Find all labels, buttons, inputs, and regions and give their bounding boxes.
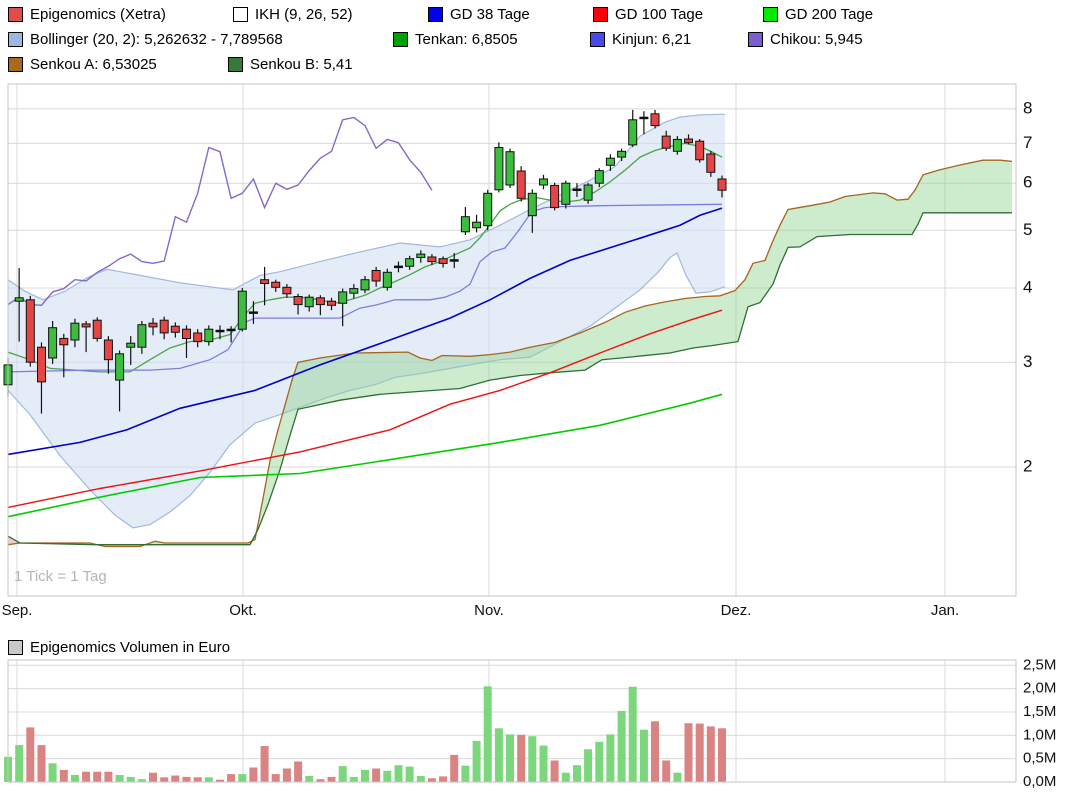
volume-legend: Epigenomics Volumen in Euro bbox=[8, 639, 230, 656]
volume-legend-label: Epigenomics Volumen in Euro bbox=[30, 639, 231, 656]
tick-footnote: 1 Tick = 1 Tag bbox=[14, 568, 107, 585]
legend-label-chikou: Chikou: 5,945 bbox=[770, 31, 863, 48]
legend-label-bollinger: Bollinger (20, 2): 5,262632 - 7,789568 bbox=[30, 31, 283, 48]
month-label-Sep: Sep. bbox=[2, 602, 33, 619]
price-tick-8: 8 bbox=[1023, 98, 1032, 117]
volume-tick-0: 0,0M bbox=[1023, 773, 1056, 790]
volume-tick-1: 1,0M bbox=[1023, 726, 1056, 743]
legend-swatch-tenkan bbox=[393, 32, 408, 47]
legend-label-senkou_a: Senkou A: 6,53025 bbox=[30, 56, 157, 73]
volume-tick-2: 2,0M bbox=[1023, 680, 1056, 697]
volume-legend-swatch bbox=[8, 640, 23, 655]
price-tick-7: 7 bbox=[1023, 133, 1032, 152]
price-tick-3: 3 bbox=[1023, 352, 1032, 371]
legend-item-tenkan: Tenkan: 6,8505 bbox=[393, 31, 518, 48]
price-tick-4: 4 bbox=[1023, 277, 1032, 296]
legend-label-ikh: IKH (9, 26, 52) bbox=[255, 6, 353, 23]
legend-swatch-gd38 bbox=[428, 7, 443, 22]
month-label-Nov: Nov. bbox=[474, 602, 504, 619]
legend-item-chikou: Chikou: 5,945 bbox=[748, 31, 863, 48]
legend-swatch-senkou_b bbox=[228, 57, 243, 72]
legend-swatch-gd100 bbox=[593, 7, 608, 22]
price-tick-5: 5 bbox=[1023, 220, 1032, 239]
legend-item-gd200: GD 200 Tage bbox=[763, 6, 873, 23]
legend-label-tenkan: Tenkan: 6,8505 bbox=[415, 31, 518, 48]
legend-swatch-ikh bbox=[233, 7, 248, 22]
legend-swatch-chikou bbox=[748, 32, 763, 47]
legend-label-senkou_b: Senkou B: 5,41 bbox=[250, 56, 353, 73]
month-label-Okt: Okt. bbox=[229, 602, 257, 619]
legend-item-senkou_b: Senkou B: 5,41 bbox=[228, 56, 353, 73]
month-label-Jan: Jan. bbox=[931, 602, 959, 619]
volume-tick-2.5: 2,5M bbox=[1023, 656, 1056, 673]
legend-item-gd100: GD 100 Tage bbox=[593, 6, 703, 23]
volume-tick-1.5: 1,5M bbox=[1023, 703, 1056, 720]
price-tick-2: 2 bbox=[1023, 456, 1032, 475]
legend-item-gd38: GD 38 Tage bbox=[428, 6, 530, 23]
legend-swatch-kinjun bbox=[590, 32, 605, 47]
legend-label-gd100: GD 100 Tage bbox=[615, 6, 704, 23]
price-tick-6: 6 bbox=[1023, 173, 1032, 192]
legend-swatch-senkou_a bbox=[8, 57, 23, 72]
legend-swatch-gd200 bbox=[763, 7, 778, 22]
legend-item-kinjun: Kinjun: 6,21 bbox=[590, 31, 691, 48]
legend-item-senkou_a: Senkou A: 6,53025 bbox=[8, 56, 157, 73]
legend-item-epigenomics: Epigenomics (Xetra) bbox=[8, 6, 166, 23]
legend-item-bollinger: Bollinger (20, 2): 5,262632 - 7,789568 bbox=[8, 31, 283, 48]
legend-label-gd200: GD 200 Tage bbox=[785, 6, 874, 23]
legend-swatch-bollinger bbox=[8, 32, 23, 47]
month-label-Dez: Dez. bbox=[721, 602, 752, 619]
volume-tick-0.5: 0,5M bbox=[1023, 750, 1056, 767]
legend-label-epigenomics: Epigenomics (Xetra) bbox=[30, 6, 166, 23]
legend-swatch-epigenomics bbox=[8, 7, 23, 22]
legend-label-kinjun: Kinjun: 6,21 bbox=[612, 31, 692, 48]
legend-label-gd38: GD 38 Tage bbox=[450, 6, 530, 23]
legend-item-ikh: IKH (9, 26, 52) bbox=[233, 6, 353, 23]
